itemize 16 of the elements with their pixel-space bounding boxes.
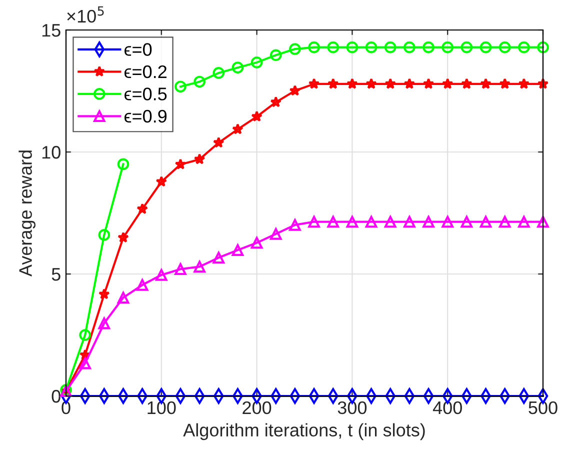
x-tick-label: 500: [528, 401, 558, 414]
x-tick-label: 400: [432, 401, 462, 414]
legend-label: ϵ=0.9: [124, 110, 167, 123]
x-tick-label: 100: [148, 401, 176, 414]
x-tick-label: 300: [338, 401, 367, 414]
text: ×10$^{5}$: [67, 6, 104, 23]
y-tick-label: 15: [42, 24, 60, 37]
y-tick-label: 10: [42, 146, 60, 159]
legend-label: ϵ=0.5: [124, 88, 167, 100]
x-tick-label: 200: [242, 401, 272, 414]
x-axis-title: Algorithm iterations, t (in slots): [183, 423, 425, 440]
legend-label: ϵ=0: [124, 43, 152, 56]
y-axis-title: Average reward: [18, 150, 36, 277]
y-tick-label: 5: [52, 268, 60, 281]
y-tick-label: 0: [52, 390, 60, 403]
legend-label: ϵ=0.2: [124, 65, 166, 78]
